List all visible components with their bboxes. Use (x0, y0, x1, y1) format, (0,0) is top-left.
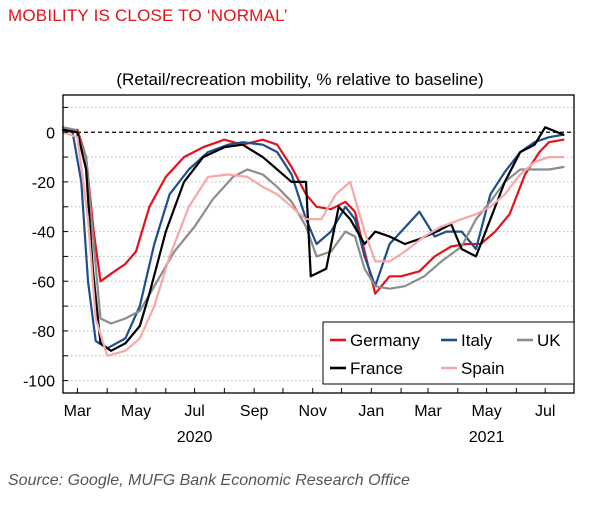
x-tick-label: Sep (240, 403, 269, 420)
series-line-uk (61, 126, 565, 325)
x-year-label: 2021 (469, 429, 505, 446)
plot-frame (62, 94, 575, 394)
x-year-label: 2020 (177, 429, 213, 446)
y-tick-label: 0 (46, 125, 55, 142)
x-tick-label: Mar (64, 403, 92, 420)
x-tick-label: Nov (299, 403, 327, 420)
legend-label-uk: UK (537, 331, 561, 350)
y-tick-label: -80 (32, 324, 55, 341)
legend-label-italy: Italy (461, 331, 493, 350)
chart-subtitle: (Retail/recreation mobility, % relative … (116, 70, 484, 89)
source-note: Source: Google, MUFG Bank Economic Resea… (8, 472, 410, 489)
x-tick-label: Mar (414, 403, 442, 420)
y-tick-label: -40 (32, 225, 55, 242)
x-tick-label: Jan (358, 403, 384, 420)
y-tick-label: -20 (32, 175, 55, 192)
x-tick-label: Jul (184, 403, 204, 420)
x-tick-label: May (121, 403, 151, 420)
legend-label-france: France (350, 359, 403, 378)
legend-label-germany: Germany (350, 331, 420, 350)
legend-box (322, 321, 575, 385)
x-tick-label: Jul (535, 403, 555, 420)
x-tick-label: May (471, 403, 501, 420)
series-line-spain (61, 131, 565, 357)
series-line-france (61, 126, 565, 352)
series-line-italy (61, 126, 565, 350)
legend-label-spain: Spain (461, 359, 504, 378)
y-tick-label: -60 (32, 274, 55, 291)
chart-title: MOBILITY IS CLOSE TO ‘NORMAL’ (8, 6, 288, 25)
line-chart: 0 -20 -40 -60 -80 -100 Mar May Jul Sep Nov Jan Mar Ma… (23, 94, 575, 446)
y-tick-label: -100 (23, 374, 55, 391)
series-line-germany (61, 128, 565, 295)
